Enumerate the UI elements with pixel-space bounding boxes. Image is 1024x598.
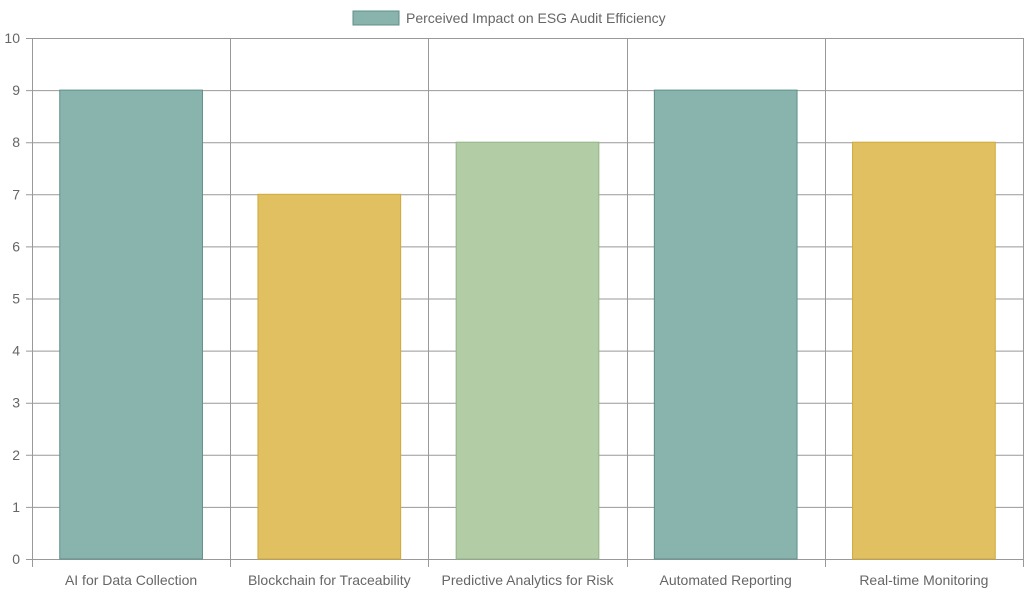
y-tick-label: 10 [4,30,20,46]
x-tick-label: Predictive Analytics for Risk [442,572,615,588]
legend-swatch [352,10,400,26]
y-tick-label: 4 [12,343,20,359]
y-tick-label: 3 [12,395,20,411]
y-tick-label: 1 [12,499,20,515]
bar[interactable] [455,141,600,560]
y-tick-label: 0 [12,551,20,567]
x-tick-label: Blockchain for Traceability [248,572,411,588]
bars [59,89,996,560]
y-tick-label: 9 [12,82,20,98]
bar[interactable] [852,141,996,560]
y-tick-label: 7 [12,186,20,202]
x-axis: AI for Data Collection Blockchain for Tra… [65,572,989,588]
y-tick-label: 5 [12,291,20,307]
bar[interactable] [59,89,203,560]
bar[interactable] [257,193,402,560]
legend[interactable]: Perceived Impact on ESG Audit Efficiency [352,10,666,26]
x-tick-label: Automated Reporting [660,572,792,588]
y-tick-label: 6 [12,238,20,254]
y-tick-label: 2 [12,447,20,463]
legend-label: Perceived Impact on ESG Audit Efficiency [406,10,666,26]
x-tick-label: AI for Data Collection [65,572,197,588]
bar[interactable] [653,89,798,560]
y-tick-label: 8 [12,134,20,150]
y-axis: 0 1 2 3 4 5 6 7 8 9 10 [4,30,20,567]
x-tick-label: Real-time Monitoring [859,572,988,588]
